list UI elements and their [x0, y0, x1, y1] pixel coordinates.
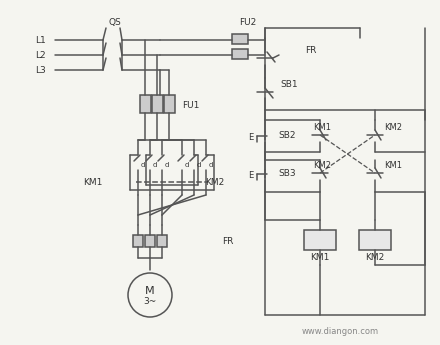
Text: d: d: [185, 162, 189, 168]
Text: SB2: SB2: [278, 130, 296, 139]
Bar: [359, 230, 391, 250]
Bar: [133, 235, 143, 247]
Text: FR: FR: [222, 237, 233, 246]
Text: L3: L3: [35, 66, 45, 75]
Text: M: M: [145, 286, 155, 296]
Text: d: d: [165, 162, 169, 168]
Text: QS: QS: [109, 18, 121, 27]
Text: E: E: [248, 170, 253, 179]
Text: d: d: [141, 162, 145, 168]
Text: www.diangon.com: www.diangon.com: [301, 327, 378, 336]
Bar: [304, 230, 336, 250]
Bar: [152, 95, 163, 113]
Text: KM2: KM2: [384, 122, 402, 131]
Text: d: d: [209, 162, 213, 168]
Text: KM1: KM1: [384, 160, 402, 169]
Bar: [164, 95, 175, 113]
Text: KM1: KM1: [310, 254, 330, 263]
Bar: [157, 235, 167, 247]
Text: KM2: KM2: [205, 177, 225, 187]
Text: FU1: FU1: [182, 100, 199, 109]
Bar: [140, 95, 151, 113]
Text: E: E: [248, 132, 253, 141]
Text: d: d: [197, 162, 201, 168]
Bar: [145, 235, 155, 247]
Bar: [232, 49, 248, 59]
Text: KM2: KM2: [365, 254, 385, 263]
Text: L2: L2: [35, 50, 45, 59]
Text: L1: L1: [35, 36, 45, 45]
Text: 3~: 3~: [143, 297, 157, 306]
Text: FR: FR: [305, 46, 316, 55]
Text: KM1: KM1: [83, 177, 103, 187]
Text: KM1: KM1: [313, 122, 331, 131]
Text: SB3: SB3: [278, 168, 296, 177]
Text: d: d: [153, 162, 157, 168]
Text: SB1: SB1: [280, 79, 297, 89]
Text: KM2: KM2: [313, 160, 331, 169]
Bar: [232, 34, 248, 44]
Text: FU2: FU2: [239, 18, 257, 27]
